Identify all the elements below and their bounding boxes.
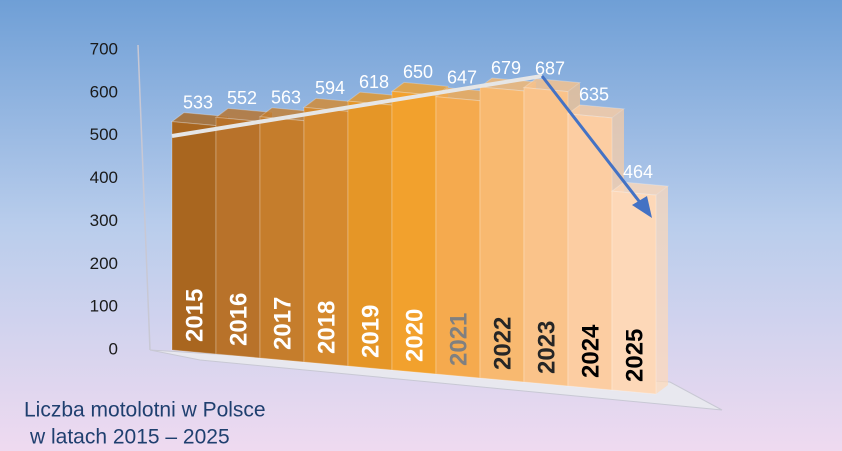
chart-title: Liczba motolotni w Polsce (24, 399, 266, 422)
x-tick-label: 2022 (489, 317, 516, 370)
value-label: 647 (447, 67, 477, 87)
value-label: 563 (271, 87, 301, 107)
y-tick-label: 600 (90, 82, 118, 101)
x-tick-label: 2017 (269, 297, 296, 350)
bar (611, 190, 657, 395)
y-tick-label: 0 (109, 339, 118, 358)
trend-line (171, 74, 543, 138)
value-label: 650 (403, 62, 433, 82)
x-tick-label: 2024 (577, 324, 604, 378)
y-tick-label: 200 (90, 254, 118, 273)
value-label: 594 (315, 78, 345, 98)
x-tick-label: 2018 (313, 301, 340, 354)
x-tick-label: 2015 (181, 289, 208, 342)
value-label: 679 (491, 58, 521, 78)
y-tick-label: 700 (90, 39, 118, 58)
value-label: 687 (535, 58, 565, 78)
x-tick-label: 2021 (445, 313, 472, 366)
x-tick-label: 2020 (401, 309, 428, 362)
bar-side (656, 186, 668, 394)
trend-arrow (540, 75, 644, 206)
value-label: 618 (359, 72, 389, 92)
chart-subtitle: w latach 2015 – 2025 (29, 426, 230, 449)
y-tick-label: 500 (90, 125, 118, 144)
x-tick-label: 2019 (357, 305, 384, 358)
arrow-head (632, 196, 652, 218)
x-tick-label: 2023 (533, 321, 560, 374)
y-tick-label: 300 (90, 211, 118, 230)
x-tick-label: 2016 (225, 293, 252, 346)
y-tick-label: 100 (90, 297, 118, 316)
value-label: 533 (183, 92, 213, 112)
value-label: 552 (227, 88, 257, 108)
y-tick-label: 400 (90, 168, 118, 187)
value-label: 635 (579, 85, 609, 105)
y-axis (137, 44, 151, 351)
bar-group: 464 2025 (610, 162, 670, 395)
x-tick-label: 2025 (621, 329, 648, 382)
value-label: 464 (623, 162, 653, 182)
